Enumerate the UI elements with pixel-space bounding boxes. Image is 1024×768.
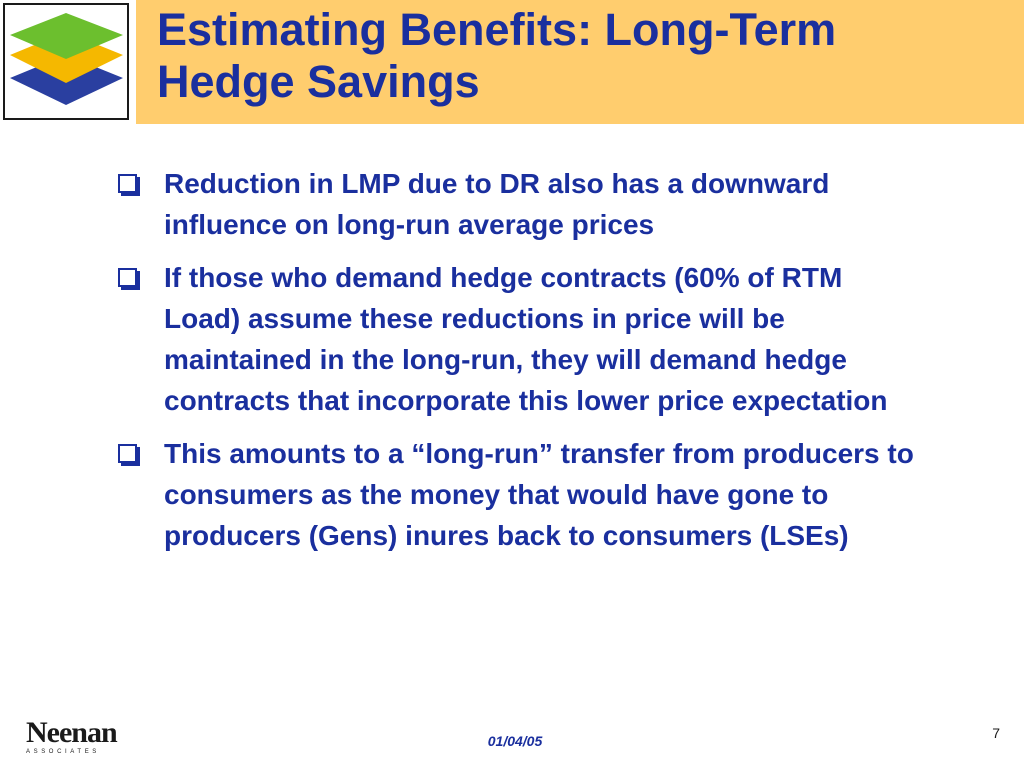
company-logo: Neenan ASSOCIATES [26,716,118,762]
company-logo-subtitle: ASSOCIATES [26,749,100,755]
slide-title: Estimating Benefits: Long-Term Hedge Sav… [157,4,1017,108]
bullet-text: This amounts to a “long-run” transfer fr… [164,438,914,551]
hollow-square-bullet-icon [118,444,137,463]
stacked-layers-logo-icon [3,3,129,120]
slide-title-line-1: Estimating Benefits: Long-Term [157,4,837,55]
bullet-item: This amounts to a “long-run” transfer fr… [116,433,916,556]
hollow-square-bullet-icon [118,174,137,193]
bullet-item: If those who demand hedge contracts (60%… [116,257,916,421]
logo-layer-green [10,13,123,59]
slide-title-line-2: Hedge Savings [157,56,480,107]
footer-date: 01/04/05 [487,733,543,749]
hollow-square-bullet-icon [118,268,137,287]
bullet-list: Reduction in LMP due to DR also has a do… [116,163,916,568]
company-logo-word: Neenan [26,716,118,749]
title-band [136,0,1024,124]
bullet-text: Reduction in LMP due to DR also has a do… [164,168,830,240]
page-number: 7 [992,725,1000,741]
bullet-item: Reduction in LMP due to DR also has a do… [116,163,916,245]
bullet-text: If those who demand hedge contracts (60%… [164,262,888,416]
